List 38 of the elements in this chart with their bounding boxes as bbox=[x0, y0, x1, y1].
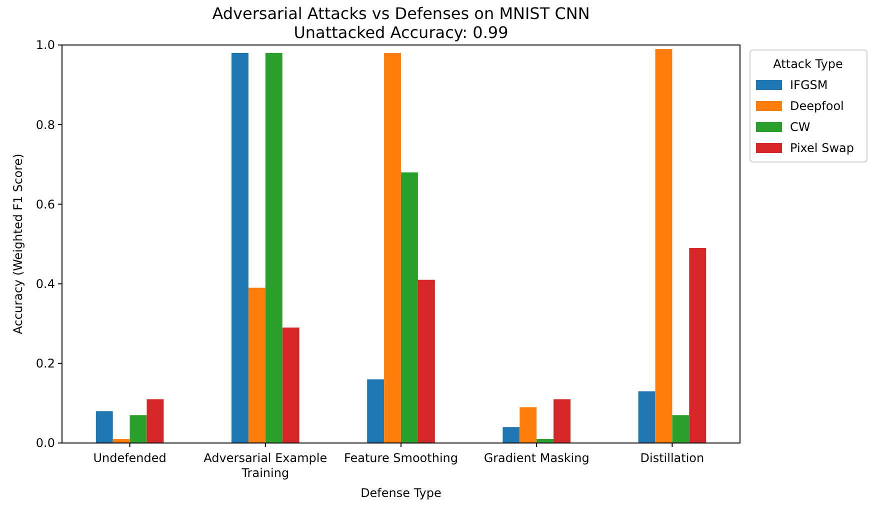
bar bbox=[689, 248, 706, 443]
bar bbox=[418, 280, 435, 443]
x-axis-title: Defense Type bbox=[360, 486, 442, 500]
legend-label: Pixel Swap bbox=[790, 141, 854, 156]
bar bbox=[502, 427, 520, 443]
y-axis-title: Accuracy (Weighted F1 Score) bbox=[11, 154, 25, 334]
bar bbox=[384, 52, 401, 443]
x-tick-label: Distillation bbox=[640, 451, 704, 465]
bar bbox=[265, 52, 282, 443]
y-tick-label: 0.0 bbox=[36, 436, 55, 450]
bar bbox=[248, 288, 266, 443]
x-tick-label: Gradient Masking bbox=[484, 451, 590, 465]
bar bbox=[232, 52, 248, 443]
bar bbox=[672, 415, 690, 443]
y-tick-label: 0.8 bbox=[36, 118, 55, 132]
x-tick-label: Feature Smoothing bbox=[344, 451, 458, 465]
y-tick-label: 1.0 bbox=[36, 38, 55, 52]
bar bbox=[130, 415, 147, 443]
legend-label: CW bbox=[790, 120, 810, 134]
bar bbox=[655, 48, 672, 443]
bar bbox=[96, 411, 113, 443]
y-tick-label: 0.6 bbox=[36, 197, 55, 212]
legend-label: Deepfool bbox=[790, 99, 844, 114]
x-tick-label: Undefended bbox=[93, 451, 166, 465]
x-tick-label: Adversarial Example Training bbox=[204, 451, 328, 480]
bar bbox=[401, 172, 418, 443]
bar bbox=[554, 399, 570, 443]
legend-label: IFGSM bbox=[790, 78, 828, 92]
bar bbox=[282, 328, 300, 443]
bar bbox=[638, 391, 656, 443]
bar bbox=[146, 399, 164, 443]
chart-title: Adversarial Attacks vs Defenses on MNIST CNN bbox=[212, 4, 590, 23]
y-tick-label: 0.4 bbox=[36, 277, 55, 291]
y-tick-label: 0.2 bbox=[36, 356, 55, 371]
bar bbox=[367, 379, 384, 443]
chart-subtitle: Unattacked Accuracy: 0.99 bbox=[294, 23, 508, 42]
legend-title: Attack Type bbox=[773, 57, 843, 71]
bar bbox=[520, 407, 537, 443]
